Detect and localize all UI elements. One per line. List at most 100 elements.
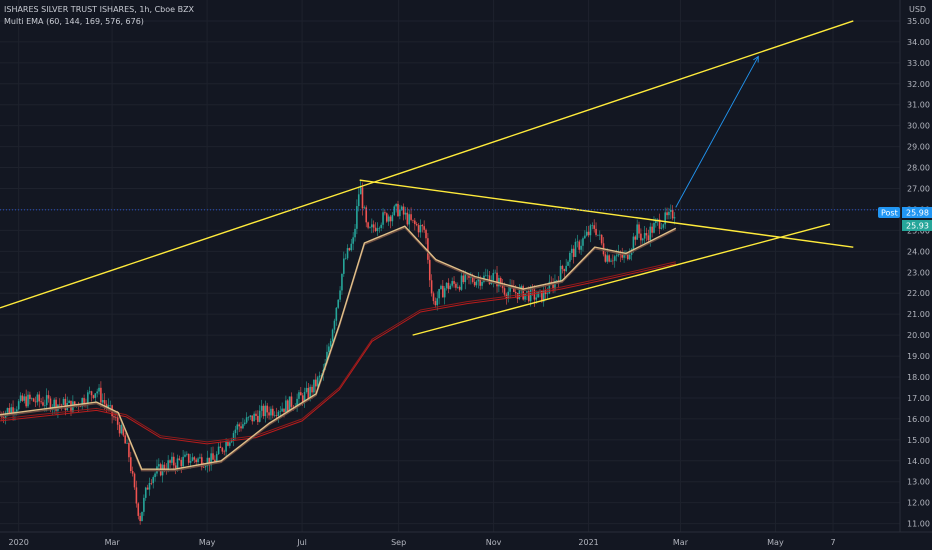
candle-body [563,269,566,272]
candle-body [186,453,188,455]
candle-body [264,405,267,417]
candle-body [428,259,431,281]
candle-body [479,278,482,286]
candle-body [423,226,425,230]
candle-body [227,441,229,446]
candle-body [527,291,530,302]
candle-body [552,282,554,290]
time-axis-ticks: 2020 Mar May Jul Sep Nov 2021 Mar May 7 [9,538,836,547]
candle-body [167,460,169,471]
candle-body [352,237,354,244]
candle-body [604,254,607,262]
candle-body [499,277,502,286]
candle-body [647,235,650,241]
candle-body [197,458,199,463]
candle-body [139,515,141,521]
symbol-title[interactable]: ISHARES SILVER TRUST ISHARES, 1h, Cboe B… [4,5,195,14]
candle-body [116,417,119,425]
candle-body [333,320,336,330]
candle-body [585,231,588,236]
x-tick-label: 7 [830,538,835,547]
candle-body [150,483,153,484]
time-axis[interactable] [0,532,932,550]
x-tick-label: May [199,538,216,547]
candle-body [243,422,246,425]
candle-body [128,443,130,458]
candle-body [402,206,405,215]
candle-body [27,394,29,407]
candle-body [666,212,668,216]
ema-slow-line [0,263,676,445]
trendline-upper-channel[interactable] [0,20,854,309]
candle-body [144,487,147,498]
candle-body [30,398,33,400]
candle-body [329,341,332,347]
ema-fast-line [0,225,677,470]
candle-body [397,203,399,217]
candle-body [17,401,20,410]
y-tick-label: 24.00 [907,247,930,256]
candle-body [613,256,616,261]
trendline-support[interactable] [412,223,831,336]
candle-body [238,424,240,427]
candle-body [272,408,274,416]
candle-body [313,379,315,393]
candle-body [146,487,149,490]
chart-legend: ISHARES SILVER TRUST ISHARES, 1h, Cboe B… [4,4,194,28]
candle-body [492,273,495,281]
candle-body [625,253,627,255]
candle-body [408,214,411,225]
candle-body [591,225,594,226]
price-axis[interactable] [900,0,932,532]
candle-body [288,396,291,412]
candle-body [518,288,521,299]
candle-body [100,387,102,403]
candle-body [638,224,640,234]
candle-body [514,291,517,293]
candle-body [554,280,556,290]
candle-body [434,301,437,306]
candle-body [668,211,670,216]
candle-body [673,217,676,219]
candle-body [470,277,472,279]
post-price-badge: Post 25.98 [878,207,932,218]
candle-body [343,258,345,274]
candle-body [473,281,476,286]
trendlines[interactable] [0,20,854,336]
candle-body [320,375,323,376]
candle-body [195,459,197,463]
x-tick-label: 2020 [9,538,29,547]
y-tick-label: 33.00 [907,59,930,68]
candle-body [55,399,57,411]
candle-body [425,229,427,239]
candle-body [229,442,231,446]
candle-body [443,288,446,298]
candle-body [212,453,214,460]
candle-body [436,298,439,306]
x-tick-label: May [767,538,784,547]
candle-body [561,265,564,270]
candle-body [348,248,351,251]
candle-body [559,265,562,283]
candle-body [105,403,108,408]
candle-body [453,281,455,284]
candle-body [257,415,259,422]
candle-body [300,392,302,396]
candle-body [455,283,457,288]
candle-body [417,225,420,233]
indicator-label[interactable]: Multi EMA (60, 144, 169, 576, 676) [4,17,144,26]
trendline-resistance[interactable] [359,179,854,248]
candle-body [421,224,424,227]
candle-body [367,222,369,228]
candle-body [184,454,186,457]
candle-body [335,307,338,321]
candle-body [122,424,125,436]
trendline-projection[interactable] [675,56,759,208]
candle-body [47,395,50,399]
candle-body [430,280,433,294]
candle-body [513,287,515,292]
candle-body [649,226,652,241]
candle-body [103,400,106,404]
candle-body [270,408,272,416]
